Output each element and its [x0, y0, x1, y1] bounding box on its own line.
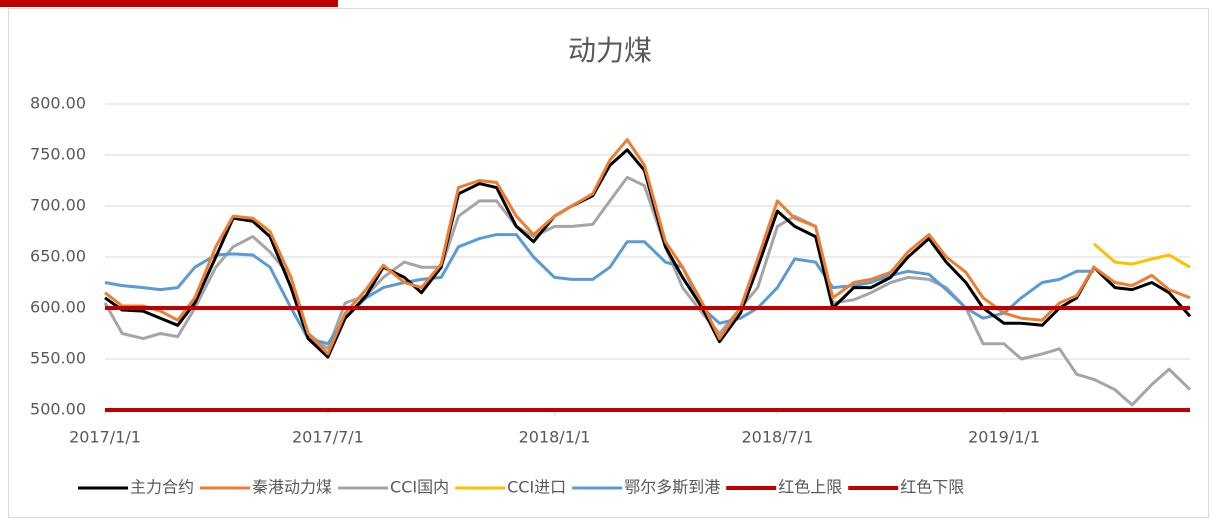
x-tick-label: 2017/1/1	[69, 428, 141, 447]
y-tick-label: 700.00	[30, 196, 86, 215]
series-line	[1092, 242, 1191, 269]
y-tick-label: 800.00	[30, 94, 86, 113]
y-tick-label: 600.00	[30, 298, 86, 317]
legend-label: 红色下限	[900, 478, 964, 497]
legend-label: 秦港动力煤	[252, 478, 332, 497]
chart-border	[8, 8, 1209, 518]
chart-title: 动力煤	[568, 34, 652, 67]
series-line	[104, 138, 1191, 356]
series-line	[104, 233, 1094, 346]
x-tick-label: 2017/7/1	[292, 428, 364, 447]
x-tick-label: 2019/1/1	[968, 428, 1040, 447]
legend-label: 鄂尔多斯到港	[624, 478, 720, 497]
y-tick-label: 500.00	[30, 400, 86, 419]
y-tick-label: 750.00	[30, 145, 86, 164]
header-bar	[0, 0, 338, 7]
y-tick-label: 550.00	[30, 349, 86, 368]
legend-label: CCI进口	[507, 478, 566, 497]
x-tick-label: 2018/7/1	[741, 428, 813, 447]
y-tick-label: 650.00	[30, 247, 86, 266]
legend-label: 主力合约	[130, 478, 194, 497]
series-line	[103, 175, 1192, 407]
legend-label: CCI国内	[390, 478, 449, 497]
legend-label: 红色上限	[778, 478, 842, 497]
x-tick-label: 2018/1/1	[519, 428, 591, 447]
